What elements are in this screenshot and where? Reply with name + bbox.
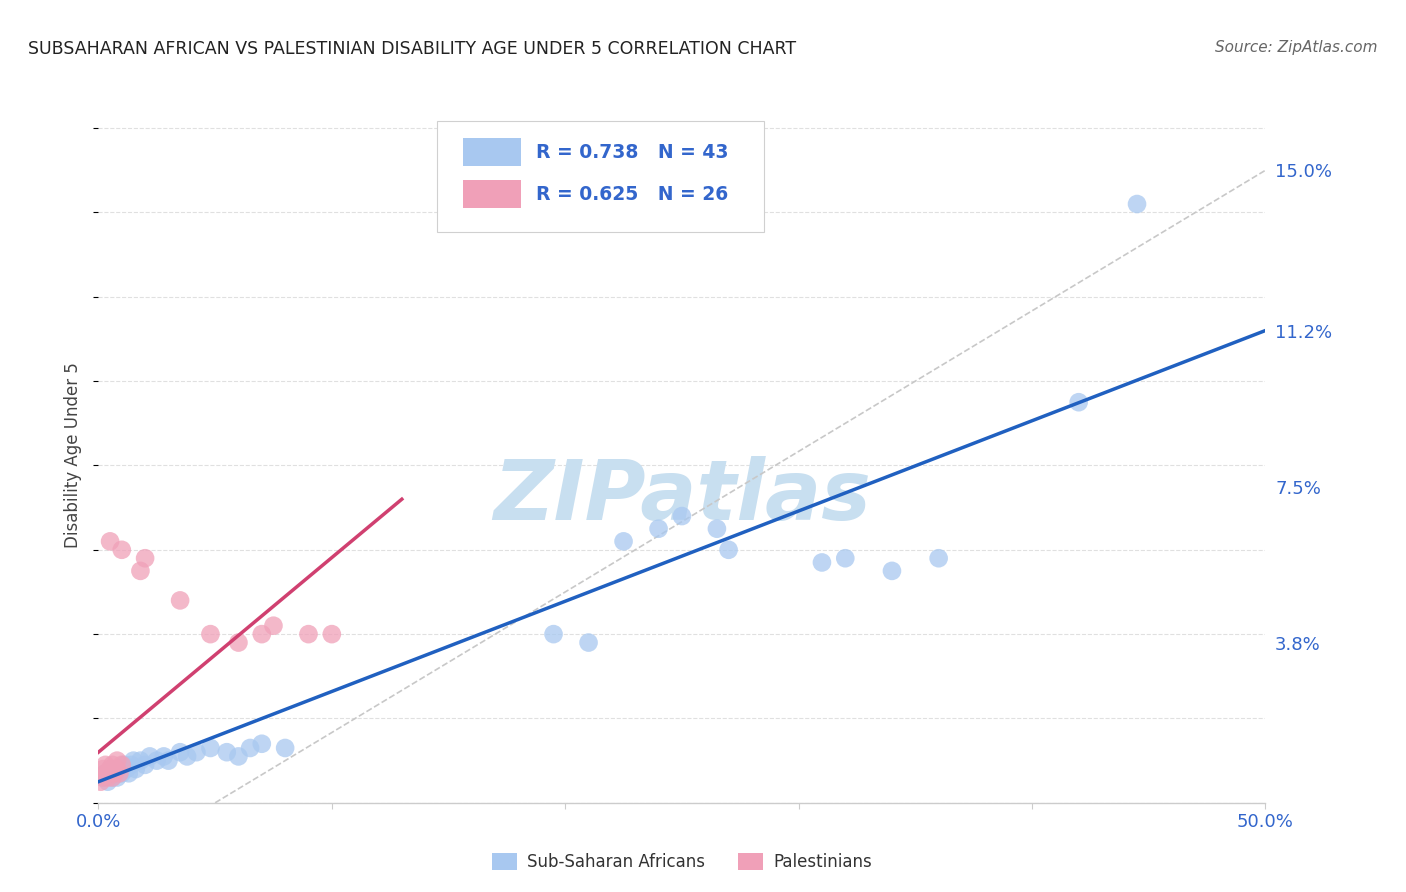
Point bbox=[98, 534, 121, 549]
FancyBboxPatch shape bbox=[463, 138, 520, 166]
Point bbox=[647, 522, 669, 536]
Point bbox=[228, 749, 250, 764]
Point bbox=[97, 771, 120, 785]
Point bbox=[111, 766, 134, 780]
Point bbox=[104, 766, 127, 780]
Point bbox=[98, 762, 121, 776]
Text: Source: ZipAtlas.com: Source: ZipAtlas.com bbox=[1215, 40, 1378, 55]
Point bbox=[239, 741, 262, 756]
Point bbox=[811, 556, 834, 570]
Point bbox=[101, 771, 124, 785]
Point bbox=[129, 564, 152, 578]
Point bbox=[98, 766, 121, 780]
Point bbox=[101, 771, 124, 785]
Point bbox=[200, 627, 222, 641]
Point bbox=[200, 741, 222, 756]
Point bbox=[129, 754, 152, 768]
Text: R = 0.625   N = 26: R = 0.625 N = 26 bbox=[536, 185, 728, 203]
Point bbox=[1067, 395, 1090, 409]
Point bbox=[91, 762, 114, 776]
Point bbox=[297, 627, 319, 641]
Point bbox=[91, 771, 114, 785]
Point bbox=[111, 757, 134, 772]
Point bbox=[228, 635, 250, 649]
Point bbox=[157, 754, 180, 768]
Point bbox=[112, 757, 135, 772]
Point bbox=[543, 627, 565, 641]
Point bbox=[834, 551, 856, 566]
Point bbox=[91, 771, 114, 785]
Text: ZIPatlas: ZIPatlas bbox=[494, 456, 870, 537]
Point bbox=[613, 534, 636, 549]
Text: R = 0.738   N = 43: R = 0.738 N = 43 bbox=[536, 143, 728, 161]
Point bbox=[134, 551, 156, 566]
Point bbox=[118, 766, 141, 780]
Point bbox=[108, 766, 131, 780]
Point bbox=[101, 757, 124, 772]
Text: SUBSAHARAN AFRICAN VS PALESTINIAN DISABILITY AGE UNDER 5 CORRELATION CHART: SUBSAHARAN AFRICAN VS PALESTINIAN DISABI… bbox=[28, 40, 796, 58]
Point bbox=[1126, 197, 1149, 211]
Point bbox=[94, 757, 117, 772]
Point bbox=[717, 542, 740, 557]
Point bbox=[169, 745, 191, 759]
Point bbox=[104, 766, 127, 780]
Point bbox=[671, 509, 693, 524]
Point bbox=[134, 757, 156, 772]
Point bbox=[186, 745, 208, 759]
Point bbox=[176, 749, 198, 764]
Point bbox=[94, 766, 117, 780]
Point bbox=[215, 745, 238, 759]
Y-axis label: Disability Age Under 5: Disability Age Under 5 bbox=[65, 362, 83, 548]
Point bbox=[146, 754, 169, 768]
Point bbox=[90, 774, 112, 789]
Point bbox=[105, 754, 128, 768]
Point bbox=[880, 564, 903, 578]
FancyBboxPatch shape bbox=[437, 121, 763, 232]
Point bbox=[115, 762, 138, 776]
Point bbox=[321, 627, 343, 641]
Point bbox=[98, 762, 121, 776]
Point bbox=[706, 522, 728, 536]
Point bbox=[262, 618, 284, 632]
Point bbox=[578, 635, 600, 649]
Point bbox=[139, 749, 162, 764]
Point bbox=[169, 593, 191, 607]
Point bbox=[120, 757, 142, 772]
Point bbox=[94, 766, 117, 780]
Point bbox=[250, 627, 273, 641]
FancyBboxPatch shape bbox=[463, 180, 520, 208]
Legend: Sub-Saharan Africans, Palestinians: Sub-Saharan Africans, Palestinians bbox=[485, 847, 879, 878]
Point bbox=[250, 737, 273, 751]
Point bbox=[928, 551, 950, 566]
Point bbox=[105, 762, 128, 776]
Point bbox=[111, 542, 134, 557]
Point bbox=[105, 771, 128, 785]
Point bbox=[108, 762, 131, 776]
Point bbox=[97, 774, 120, 789]
Point bbox=[122, 754, 145, 768]
Point bbox=[125, 762, 148, 776]
Point bbox=[152, 749, 174, 764]
Point bbox=[274, 741, 297, 756]
